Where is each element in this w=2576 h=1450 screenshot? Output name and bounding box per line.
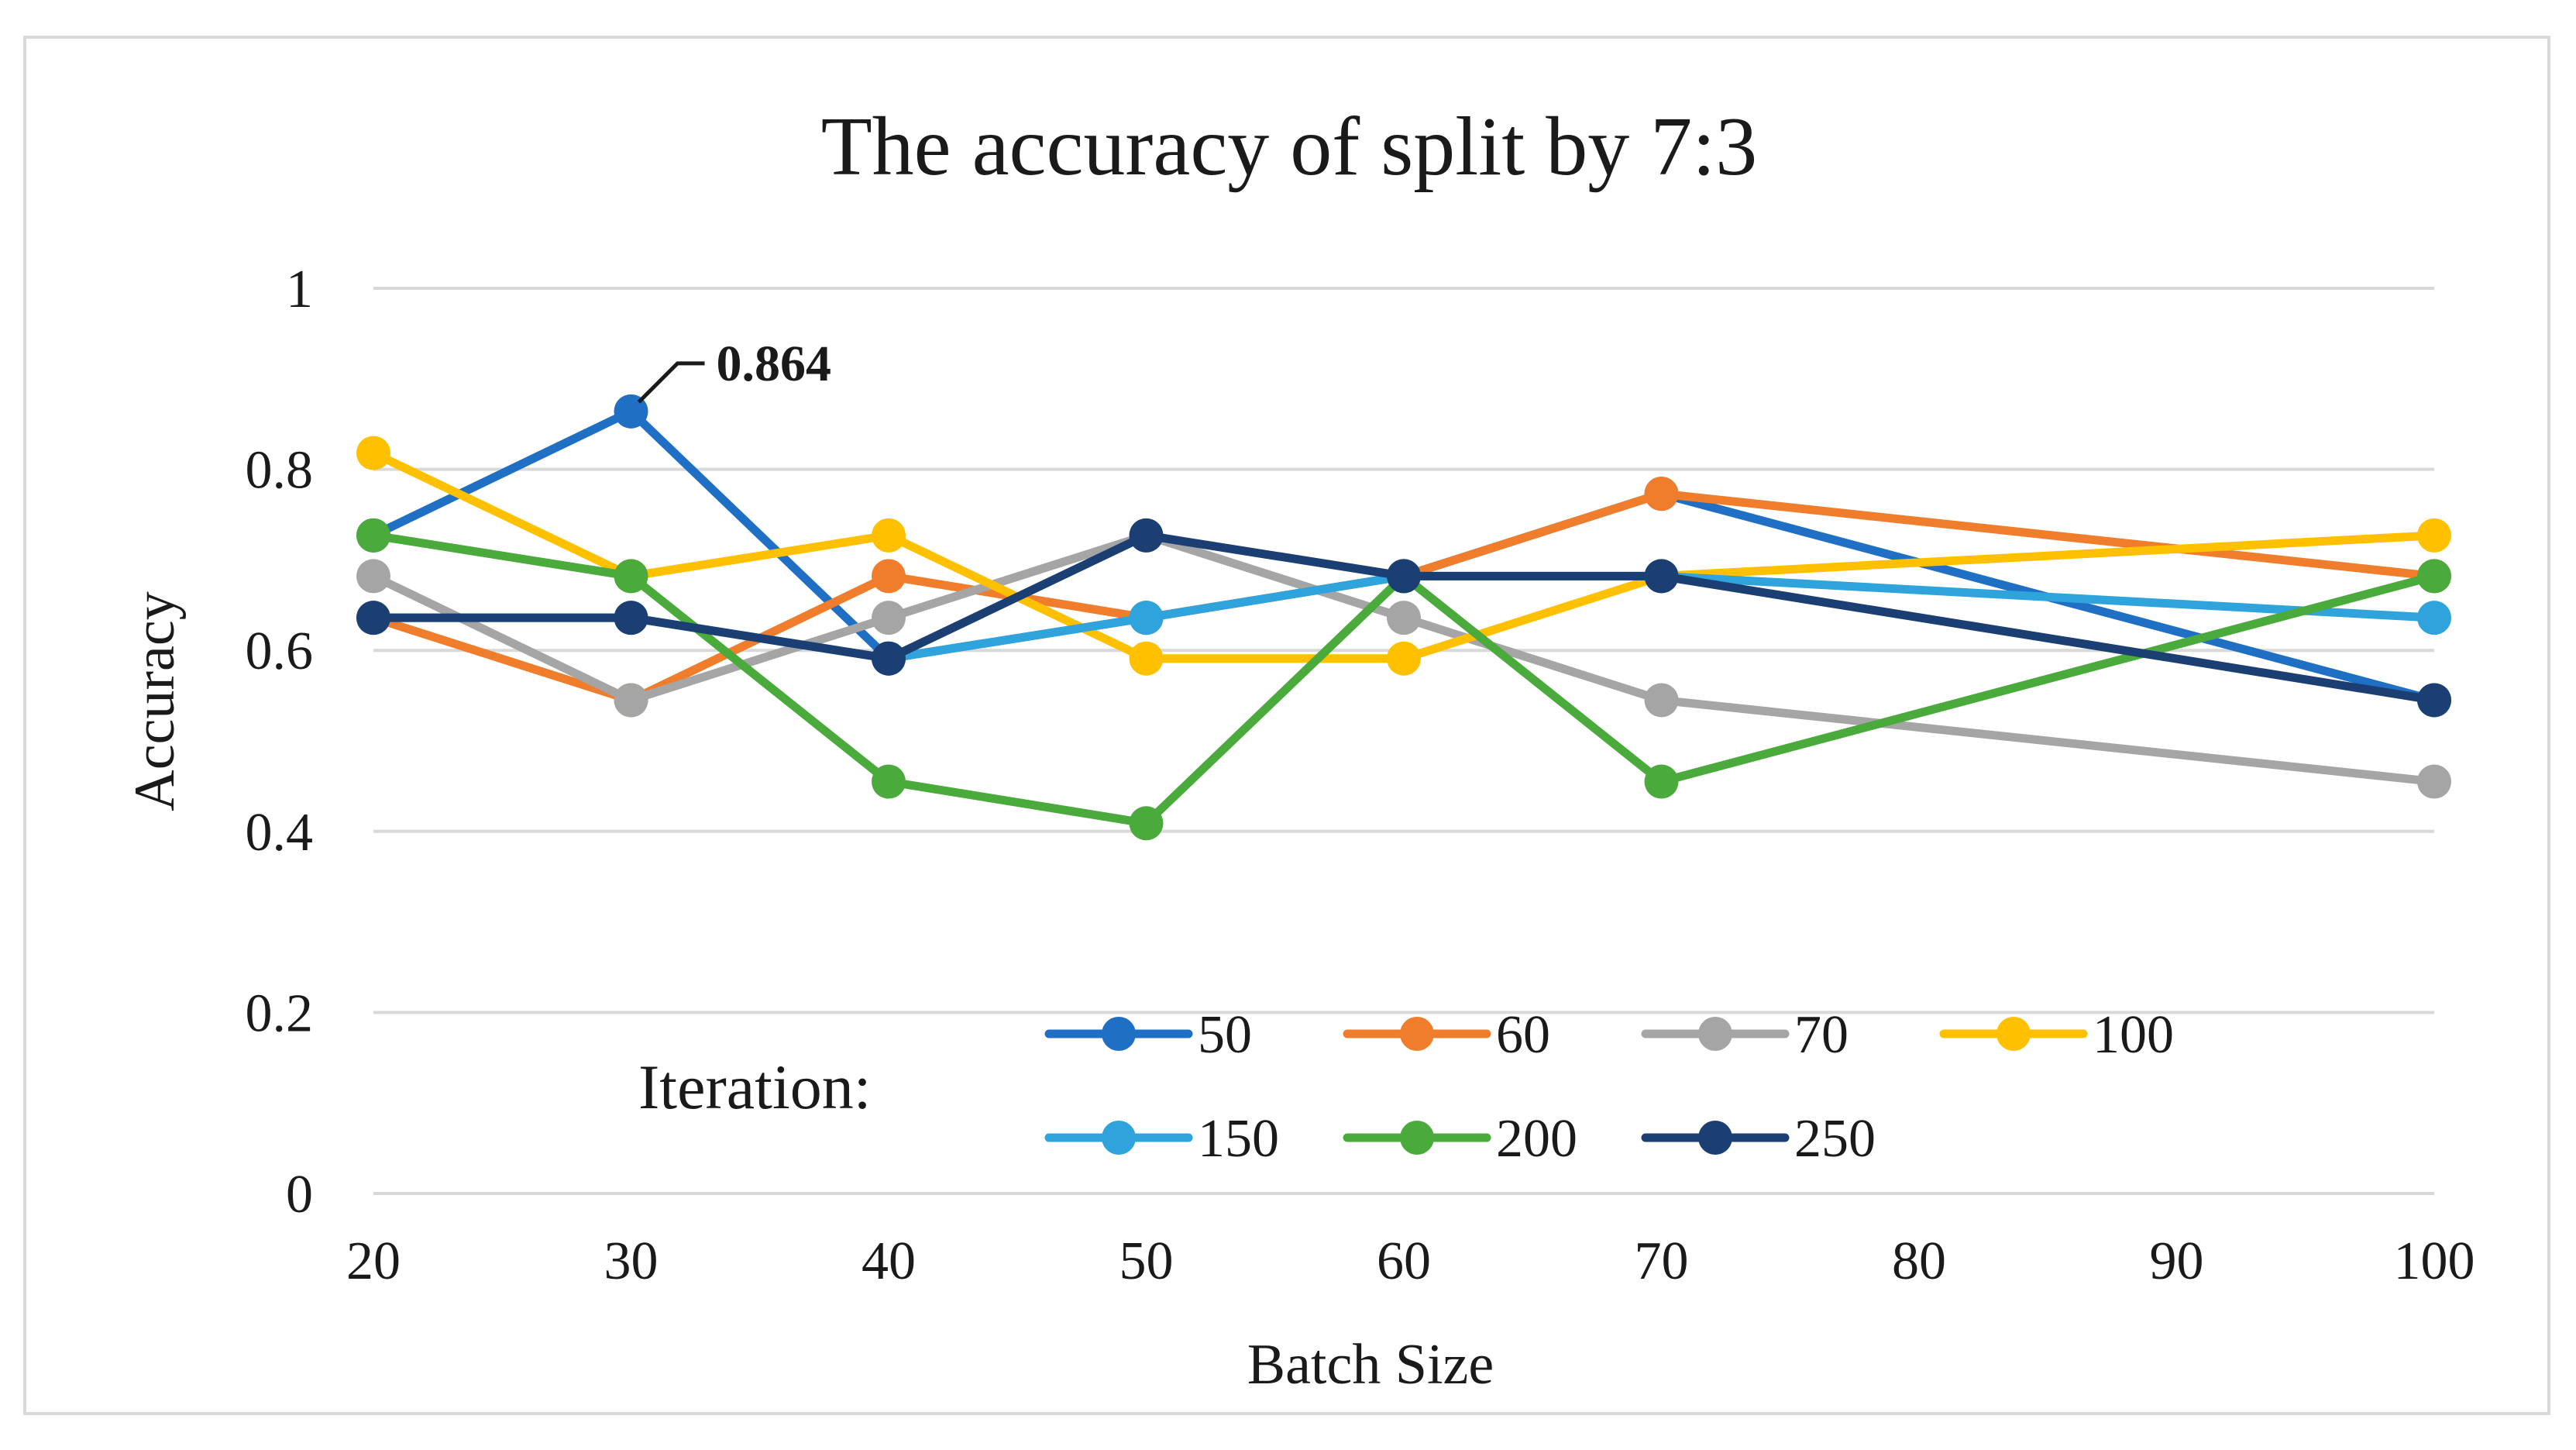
data-point-250 (1387, 559, 1421, 594)
data-point-200 (1129, 806, 1164, 841)
legend-item-60: 60 (1343, 1005, 1550, 1065)
y-axis-label: Accuracy (123, 591, 187, 811)
legend-title: Iteration: (638, 1052, 872, 1122)
data-point-70 (1644, 683, 1679, 718)
chart-frame: The accuracy of split by 7:3 0 0.2 0.4 0.6 0… (23, 36, 2550, 1415)
legend-item-150: 150 (1044, 1109, 1279, 1169)
y-tick-label: 0 (286, 1165, 313, 1224)
x-tick-label: 90 (2150, 1231, 2204, 1291)
chart-title: The accuracy of split by 7:3 (821, 101, 1758, 193)
legend-item-100: 100 (1939, 1005, 2174, 1065)
data-point-200 (872, 764, 906, 799)
legend-item-50: 50 (1044, 1005, 1252, 1065)
legend-marker (1996, 1017, 2031, 1051)
legend-marker (1698, 1017, 1732, 1051)
y-tick-label: 1 (286, 260, 313, 319)
series-100 (356, 436, 2451, 676)
legend-label: 70 (1794, 1005, 1849, 1065)
data-point-200 (1644, 764, 1679, 799)
data-point-60 (1644, 477, 1679, 511)
legend-marker (1400, 1017, 1434, 1051)
series-60 (356, 477, 2451, 718)
data-point-70 (1387, 601, 1421, 635)
y-axis-ticks: 0 0.2 0.4 0.6 0.8 1 (246, 260, 314, 1224)
legend-item-200: 200 (1343, 1109, 1577, 1169)
annotation-leader (637, 361, 705, 404)
annotations: 0.864 (637, 336, 832, 404)
y-tick-label: 0.6 (246, 622, 314, 681)
legend-label: 250 (1794, 1109, 1876, 1169)
series-200 (356, 518, 2451, 841)
annotation-label: 0.864 (717, 336, 832, 392)
x-tick-label: 70 (1635, 1231, 1689, 1291)
data-point-250 (1644, 559, 1679, 594)
legend-marker (1400, 1121, 1434, 1155)
data-point-150 (2417, 601, 2451, 635)
data-point-200 (356, 518, 390, 553)
x-tick-label: 100 (2394, 1231, 2475, 1291)
legend-item-70: 70 (1641, 1005, 1849, 1065)
data-point-250 (872, 641, 906, 676)
data-point-250 (356, 601, 390, 635)
x-tick-label: 80 (1892, 1231, 1946, 1291)
data-point-100 (872, 518, 906, 553)
legend: 50 60 70 100 150 200 250 (1044, 1005, 2174, 1169)
legend-label: 60 (1496, 1005, 1550, 1065)
data-point-50 (614, 394, 648, 429)
legend-marker (1102, 1121, 1136, 1155)
legend-marker (1102, 1017, 1136, 1051)
data-point-100 (356, 436, 390, 470)
chart-svg: The accuracy of split by 7:3 00.20.40.60… (123, 101, 2475, 1397)
data-point-70 (872, 601, 906, 635)
series-250 (356, 518, 2451, 718)
x-tick-label: 60 (1377, 1231, 1431, 1291)
x-tick-label: 30 (604, 1231, 659, 1291)
legend-label: 50 (1198, 1005, 1252, 1065)
legend-label: 100 (2093, 1005, 2174, 1065)
data-point-250 (1129, 518, 1164, 553)
x-tick-label: 40 (862, 1231, 916, 1291)
x-axis-label: Batch Size (1247, 1333, 1494, 1397)
data-point-250 (614, 601, 648, 635)
series-lines (356, 394, 2451, 841)
y-tick-label: 0.4 (246, 803, 314, 863)
legend-item-250: 250 (1641, 1109, 1876, 1169)
data-point-100 (2417, 518, 2451, 553)
y-tick-label: 0.2 (246, 983, 314, 1043)
data-point-70 (2417, 764, 2451, 799)
legend-label: 150 (1198, 1109, 1279, 1169)
data-point-100 (1129, 641, 1164, 676)
y-tick-label: 0.8 (246, 441, 314, 501)
data-point-150 (1129, 601, 1164, 635)
legend-label: 200 (1496, 1109, 1577, 1169)
x-tick-label: 20 (346, 1231, 401, 1291)
data-point-200 (614, 559, 648, 594)
data-point-70 (614, 683, 648, 718)
data-point-100 (1387, 641, 1421, 676)
data-point-60 (872, 559, 906, 594)
x-axis-ticks: 20 30 40 50 60 70 80 90 100 (346, 1231, 2475, 1291)
grid-lines (373, 287, 2434, 1195)
data-point-200 (2417, 559, 2451, 594)
x-tick-label: 50 (1119, 1231, 1174, 1291)
data-point-70 (356, 559, 390, 594)
data-point-250 (2417, 683, 2451, 718)
legend-marker (1698, 1121, 1732, 1155)
